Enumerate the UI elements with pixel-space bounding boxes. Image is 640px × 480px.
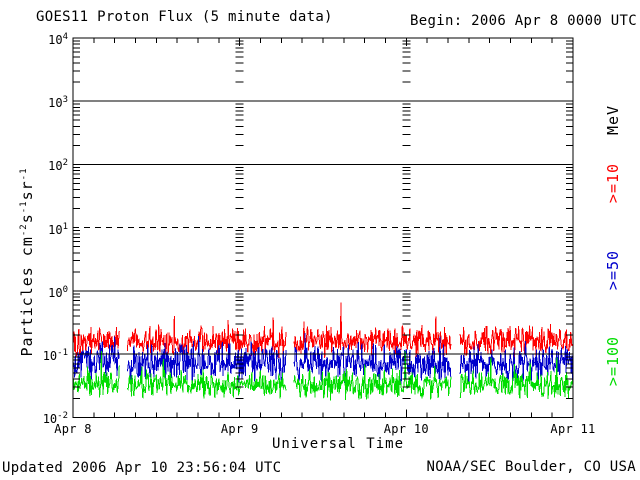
- begin-timestamp: Begin: 2006 Apr 8 0000 UTC: [410, 13, 637, 29]
- y-axis-title-segment: sr: [18, 180, 36, 201]
- y-tick-label: 104: [48, 32, 68, 47]
- x-tick-label: Apr 10: [383, 422, 429, 436]
- x-axis-title: Universal Time: [271, 436, 405, 452]
- x-tick-label: Apr 9: [220, 422, 259, 436]
- source-attribution: NOAA/SEC Boulder, CO USA: [426, 459, 636, 475]
- y-axis-title-segment: -1: [19, 200, 29, 214]
- x-tick-label: Apr 11: [550, 422, 596, 436]
- y-axis-title: Particles cm-2s-1sr-1: [18, 168, 36, 357]
- y-axis-title-segment: Particles cm: [18, 236, 36, 357]
- y-tick-label: 101: [48, 221, 68, 237]
- y-tick-label: 10-1: [42, 348, 68, 364]
- y-axis-title-segment: -2: [19, 223, 29, 237]
- chart-title: GOES11 Proton Flux (5 minute data): [36, 9, 333, 25]
- plot-frame: [72, 37, 574, 418]
- y-tick-label: 100: [48, 284, 68, 300]
- x-tick-label: Apr 8: [54, 422, 92, 436]
- right-axis-label: >=100: [604, 335, 622, 387]
- right-axis-label: MeV: [604, 104, 622, 136]
- y-tick-label: 102: [48, 158, 68, 174]
- updated-timestamp: Updated 2006 Apr 10 23:56:04 UTC: [2, 460, 282, 476]
- right-axis-label: >=50: [604, 249, 622, 291]
- y-axis-title-segment: -1: [19, 167, 29, 181]
- right-axis-label: >=10: [604, 162, 622, 204]
- flux-series: [72, 350, 573, 401]
- flux-series: [72, 302, 573, 360]
- y-tick-label: 10-2: [42, 411, 68, 427]
- y-tick-label: 103: [48, 95, 68, 111]
- y-axis-title-segment: s: [18, 213, 36, 224]
